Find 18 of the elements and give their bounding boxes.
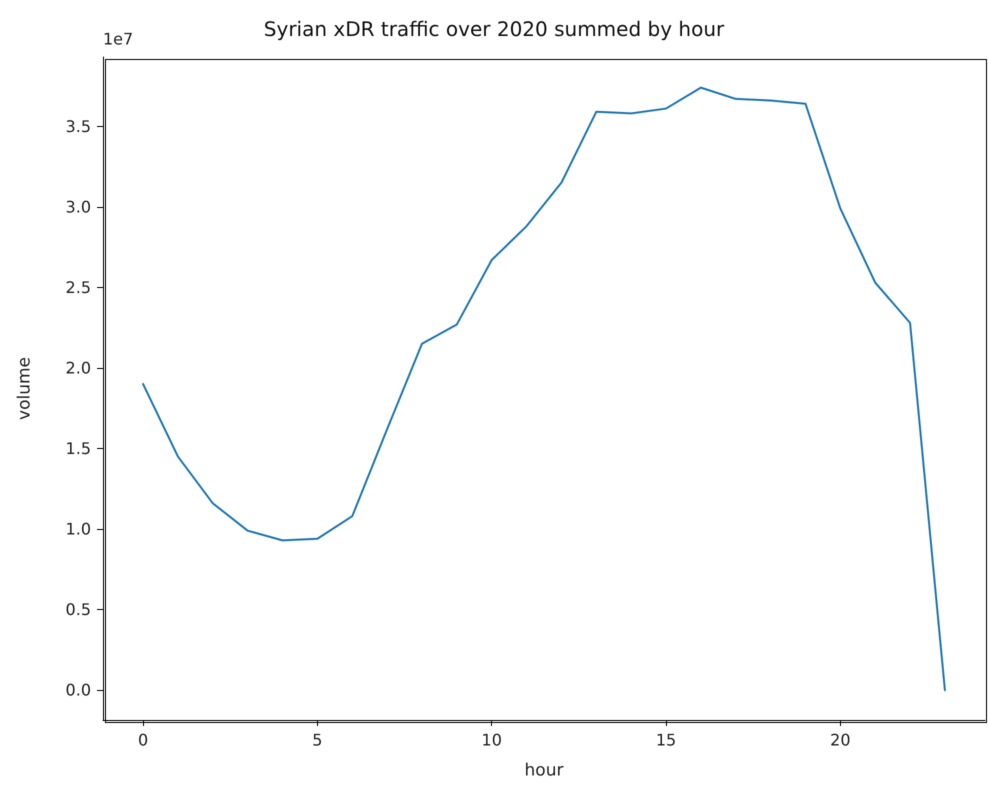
y-tick-label: 1.0 — [66, 520, 91, 539]
x-tick-label: 0 — [138, 730, 148, 750]
y-tick-label: 0.0 — [66, 680, 91, 700]
y-tick-label: 2.5 — [66, 278, 91, 297]
y-tick-label: 1.5 — [66, 439, 91, 458]
y-tick-label: 3.5 — [66, 116, 91, 136]
x-tick-label: 20 — [830, 730, 851, 750]
text: 1e7 — [103, 30, 134, 48]
y-tick-label: 2.0 — [66, 358, 91, 378]
y-tick-label: 0.5 — [66, 600, 91, 620]
y-axis-title: volume — [14, 357, 34, 420]
y-tick-label: 3.0 — [66, 197, 91, 216]
x-tick-label: 10 — [482, 730, 502, 750]
x-axis-title: hour — [524, 760, 564, 780]
x-tick-label: 15 — [656, 730, 676, 750]
chart-title: Syrian xDR traffic over 2020 summed by hour — [264, 17, 725, 41]
line-series — [142, 86, 946, 692]
x-tick-label: 5 — [312, 730, 322, 750]
